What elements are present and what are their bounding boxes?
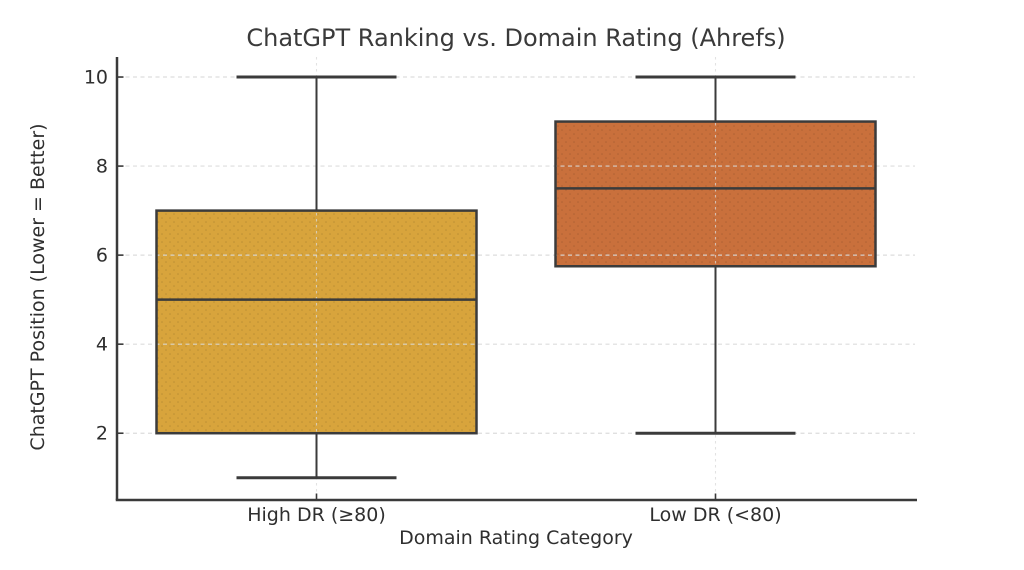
x-tick-label-0: High DR (≥80) <box>247 504 386 526</box>
y-tick-label-4: 4 <box>96 334 108 356</box>
y-tick-label-2: 2 <box>96 423 108 445</box>
box-fill-1 <box>555 121 876 267</box>
y-tick-label-6: 6 <box>96 245 108 267</box>
x-tick-label-1: Low DR (<80) <box>649 504 781 526</box>
y-axis-label: ChatGPT Position (Lower = Better) <box>27 123 49 451</box>
chart-title: ChatGPT Ranking vs. Domain Rating (Ahref… <box>246 24 786 52</box>
y-tick-label-8: 8 <box>96 156 108 178</box>
y-tick-label-10: 10 <box>84 67 108 89</box>
x-axis-label: Domain Rating Category <box>399 527 633 549</box>
